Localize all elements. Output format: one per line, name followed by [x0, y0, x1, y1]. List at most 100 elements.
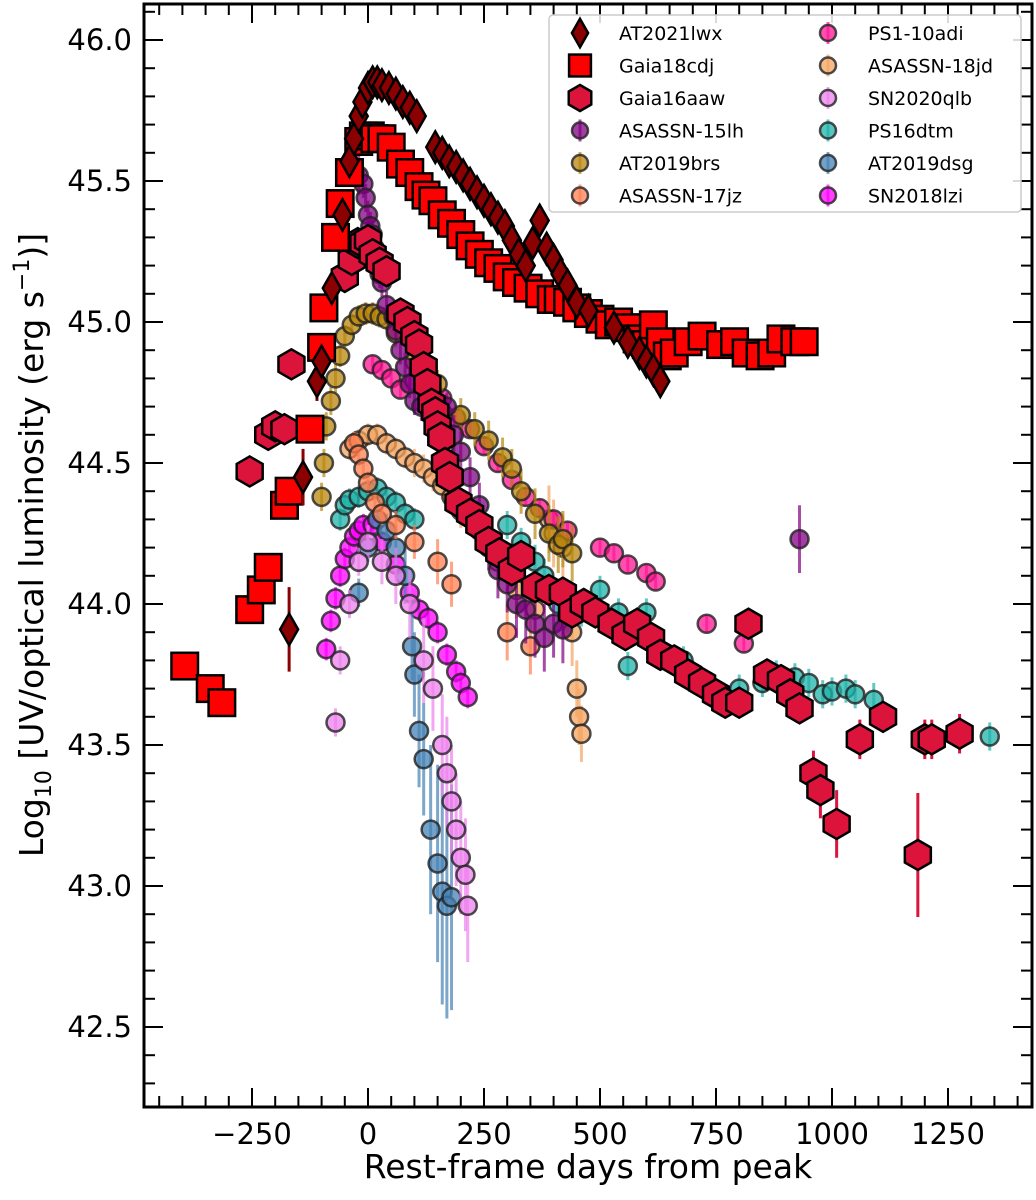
data-point: [464, 418, 485, 440]
data-point: [235, 455, 264, 488]
data-point: [603, 309, 625, 346]
data-point: [320, 610, 342, 632]
legend-label: Gaia18cdj: [619, 56, 714, 78]
data-point: [278, 611, 300, 648]
data-point: [431, 734, 453, 756]
data-point: [325, 368, 346, 389]
data-point: [979, 726, 1001, 747]
data-point: [568, 706, 590, 728]
data-point: [649, 362, 671, 400]
data-point: [253, 552, 283, 582]
legend-marker-icon: [818, 121, 838, 140]
data-point: [496, 621, 518, 643]
data-point: [455, 864, 476, 885]
legend-item-at2019brs: AT2019brs: [570, 152, 720, 175]
data-point: [170, 651, 200, 681]
data-point: [270, 412, 299, 446]
legend-item-asassn-18jd: ASASSN-18jd: [818, 54, 993, 78]
y-tick-label: 44.0: [67, 587, 132, 621]
series-sn2020qlb: [325, 525, 479, 963]
legend: AT2021lwx Gaia18cdj Gaia16aaw ASASSN-15lh AT…: [548, 14, 1022, 213]
data-point: [510, 480, 532, 502]
data-point: [325, 712, 346, 733]
legend-item-gaia16aaw: Gaia16aaw: [567, 83, 725, 113]
data-point: [427, 853, 448, 874]
data-point: [734, 607, 763, 641]
legend-label: AT2019brs: [619, 153, 720, 175]
data-point: [436, 644, 458, 666]
legend-item-gaia18cdj: Gaia18cdj: [567, 53, 714, 78]
data-point: [478, 430, 499, 451]
data-point: [422, 678, 444, 699]
data-point: [501, 458, 523, 479]
legend-marker-icon: [570, 121, 590, 140]
plot-frame: [142, 2, 1034, 1109]
data-point: [945, 717, 974, 751]
data-point: [917, 722, 947, 756]
legend-marker-icon: [570, 16, 590, 50]
data-point: [311, 486, 332, 508]
data-point: [529, 202, 551, 239]
data-point: [844, 683, 866, 705]
legend-label: PS1-10adi: [868, 23, 964, 45]
data-point: [645, 571, 666, 592]
series-at2021lwx: [278, 64, 671, 672]
legend-marker-icon: [567, 53, 593, 78]
data-point: [357, 472, 379, 493]
data-point: [371, 551, 393, 572]
data-point: [522, 224, 544, 262]
data-point: [372, 254, 401, 288]
data-point: [404, 531, 425, 553]
data-point: [320, 390, 342, 412]
data-point: [806, 773, 835, 807]
data-point: [329, 650, 351, 671]
series-gaia18cdj: [170, 121, 819, 718]
data-point: [845, 722, 875, 756]
data-point: [315, 638, 337, 660]
data-point: [427, 551, 448, 572]
plot-area: [170, 64, 1001, 1019]
data-point: [457, 686, 479, 708]
data-point: [321, 222, 351, 252]
legend-item-at2021lwx: AT2021lwx: [570, 16, 723, 50]
data-point: [357, 531, 379, 553]
data-point: [292, 458, 314, 496]
data-point: [401, 636, 423, 657]
data-point: [571, 723, 592, 744]
legend-item-sn2018lzi: SN2018lzi: [818, 184, 963, 208]
data-point: [822, 807, 851, 841]
data-point: [496, 514, 518, 536]
x-tick-label: 1250: [911, 1117, 985, 1151]
legend-label: SN2018lzi: [868, 186, 963, 208]
data-point: [785, 691, 814, 725]
y-tick-label: 42.5: [67, 1010, 132, 1044]
data-point: [617, 655, 639, 677]
data-point: [515, 599, 537, 620]
y-tick-label: 45.0: [67, 305, 132, 339]
legend-label: AT2019dsg: [868, 153, 974, 175]
data-point: [408, 720, 430, 742]
data-point: [457, 895, 479, 916]
x-tick-label: 250: [456, 1117, 511, 1151]
data-point: [445, 819, 467, 840]
y-axis-title: Log10 [UV/optical luminosity (erg s−1)]: [10, 233, 57, 857]
legend-item-ps1-10adi: PS1-10adi: [818, 22, 964, 45]
data-point: [450, 847, 472, 869]
legend-marker-icon: [818, 23, 838, 43]
data-point: [385, 565, 407, 587]
data-point: [441, 574, 462, 595]
data-point: [603, 542, 625, 564]
series-at2019dsg: [348, 505, 462, 1019]
legend-item-ps16dtm: PS16dtm: [818, 119, 954, 143]
series-gaia16aaw: [235, 223, 974, 918]
legend-item-at2019dsg: AT2019dsg: [818, 152, 974, 175]
data-point: [534, 627, 555, 649]
legend-marker-icon: [570, 186, 590, 205]
legend-label: ASASSN-15lh: [619, 121, 744, 143]
data-point: [385, 514, 407, 536]
y-tick-label: 43.5: [67, 728, 132, 762]
data-point: [903, 838, 933, 872]
data-point: [524, 503, 546, 525]
data-point: [295, 414, 325, 444]
